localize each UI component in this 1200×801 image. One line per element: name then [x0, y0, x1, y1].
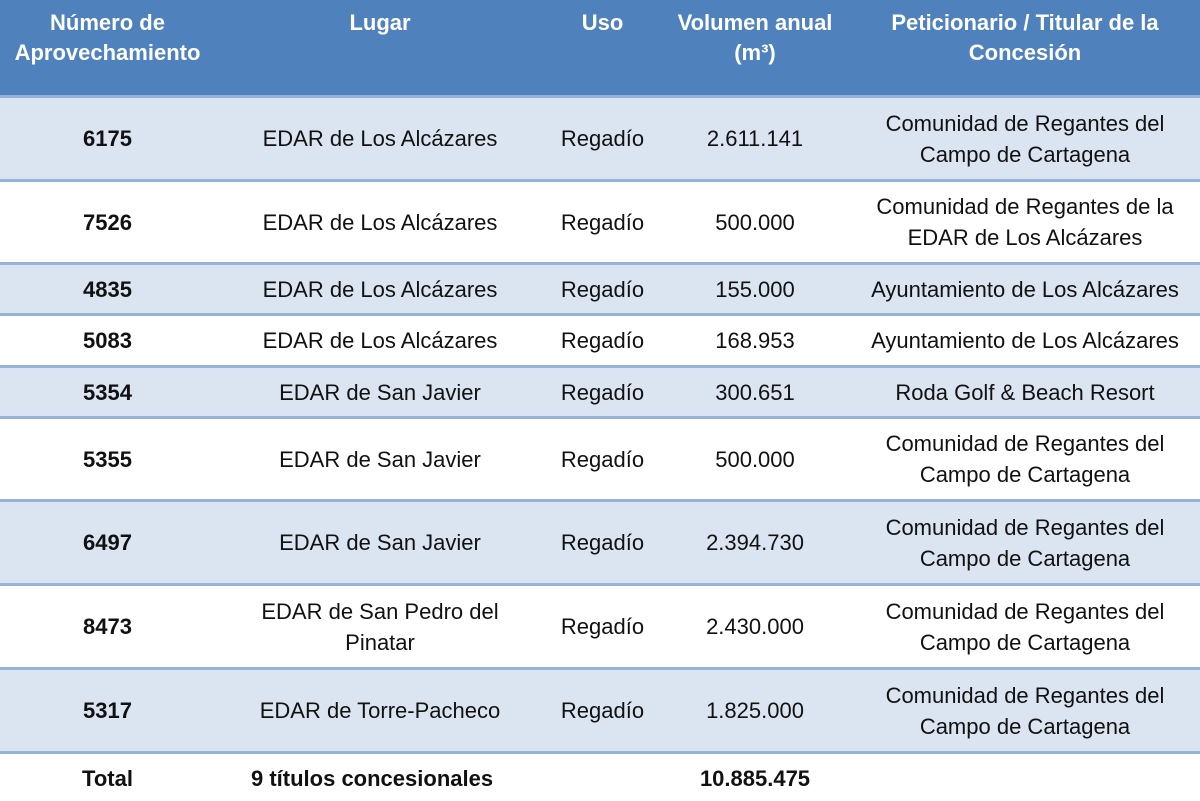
table-row: 5083 EDAR de Los Alcázares Regadío 168.953 A… — [0, 314, 1200, 368]
table-row: 6497 EDAR de San Javier Regadío 2.394.730 Co… — [0, 500, 1200, 586]
table-cell: Roda Golf & Beach Resort — [850, 366, 1200, 419]
table-cell: Regadío — [545, 500, 660, 586]
table-header: Número de Aprovechamiento Lugar Uso Volumen… — [0, 0, 1200, 98]
table-cell: EDAR de San Javier — [215, 417, 545, 502]
header-cell: Peticionario / Titular de la Concesión — [850, 0, 1200, 98]
table-cell: EDAR de Los Alcázares — [215, 96, 545, 182]
table-cell: Regadío — [545, 314, 660, 368]
table-cell: 1.825.000 — [660, 668, 850, 754]
table-cell: EDAR de Torre-Pacheco — [215, 668, 545, 754]
table-cell: EDAR de Los Alcázares — [215, 263, 545, 316]
table-cell: 7526 — [0, 180, 215, 265]
total-volume: 10.885.475 — [699, 765, 811, 791]
table-row: 4835 EDAR de Los Alcázares Regadío 155.000 A… — [0, 263, 1200, 316]
table-cell: EDAR de San Pedro del Pinatar — [215, 584, 545, 670]
empty-cell — [850, 753, 1200, 801]
table-cell: Regadío — [545, 584, 660, 670]
header-row: Número de Aprovechamiento Lugar Uso Volumen… — [0, 0, 1200, 98]
table-cell: 6175 — [0, 96, 215, 182]
header-cell: Uso — [545, 0, 660, 98]
total-description: 9 títulos concesionales — [251, 765, 494, 791]
table-cell: 500.000 — [660, 180, 850, 265]
table-cell: 4835 — [0, 263, 215, 316]
table-cell: Ayuntamiento de Los Alcázares — [850, 314, 1200, 368]
table-cell: EDAR de San Javier — [215, 500, 545, 586]
header-cell: Número de Aprovechamiento — [0, 0, 215, 98]
table-cell: 2.394.730 — [660, 500, 850, 586]
table-cell: 6497 — [0, 500, 215, 586]
header-cell: Lugar — [215, 0, 545, 98]
table-cell: 155.000 — [660, 263, 850, 316]
table-cell: 5354 — [0, 366, 215, 419]
table-row: 5317 EDAR de Torre-Pacheco Regadío 1.825.00… — [0, 668, 1200, 754]
table-cell: EDAR de San Javier — [215, 366, 545, 419]
table-cell: 8473 — [0, 584, 215, 670]
table-row: 7526 EDAR de Los Alcázares Regadío 500.000 C… — [0, 180, 1200, 265]
table-cell: Comunidad de Regantes de la EDAR de Los … — [850, 180, 1200, 265]
table-cell: Comunidad de Regantes del Campo de Carta… — [850, 500, 1200, 586]
total-label: Total — [82, 765, 133, 791]
total-row: Total 9 títulos concesionales 10.885.475 — [0, 753, 1200, 801]
table-row: 8473 EDAR de San Pedro del Pinatar Regadío… — [0, 584, 1200, 670]
table-row: 6175 EDAR de Los Alcázares Regadío 2.611.14… — [0, 96, 1200, 182]
table-cell: 168.953 — [660, 314, 850, 368]
table-cell: Comunidad de Regantes del Campo de Carta… — [850, 584, 1200, 670]
table-cell: 500.000 — [660, 417, 850, 502]
table-cell: Regadío — [545, 263, 660, 316]
table-row: 5355 EDAR de San Javier Regadío 500.000 Comu… — [0, 417, 1200, 502]
table-cell: EDAR de Los Alcázares — [215, 314, 545, 368]
table-cell: Regadío — [545, 417, 660, 502]
table-cell: Regadío — [545, 366, 660, 419]
header-cell: Volumen anual (m³) — [660, 0, 850, 98]
table-cell: Comunidad de Regantes del Campo de Carta… — [850, 417, 1200, 502]
table-cell: Regadío — [545, 668, 660, 754]
table-cell: 5317 — [0, 668, 215, 754]
table-cell: EDAR de Los Alcázares — [215, 180, 545, 265]
table-cell: Regadío — [545, 180, 660, 265]
table-cell: 300.651 — [660, 366, 850, 419]
table-cell: 2.611.141 — [660, 96, 850, 182]
table-cell: Comunidad de Regantes del Campo de Carta… — [850, 668, 1200, 754]
table-cell: 5083 — [0, 314, 215, 368]
table-row: 5354 EDAR de San Javier Regadío 300.651 Roda… — [0, 366, 1200, 419]
table-cell: 5355 — [0, 417, 215, 502]
table-cell: 2.430.000 — [660, 584, 850, 670]
table-cell: Ayuntamiento de Los Alcázares — [850, 263, 1200, 316]
table-cell: Regadío — [545, 96, 660, 182]
table-cell: Comunidad de Regantes del Campo de Carta… — [850, 96, 1200, 182]
table-body: 6175 EDAR de Los Alcázares Regadío 2.611.14… — [0, 96, 1200, 801]
